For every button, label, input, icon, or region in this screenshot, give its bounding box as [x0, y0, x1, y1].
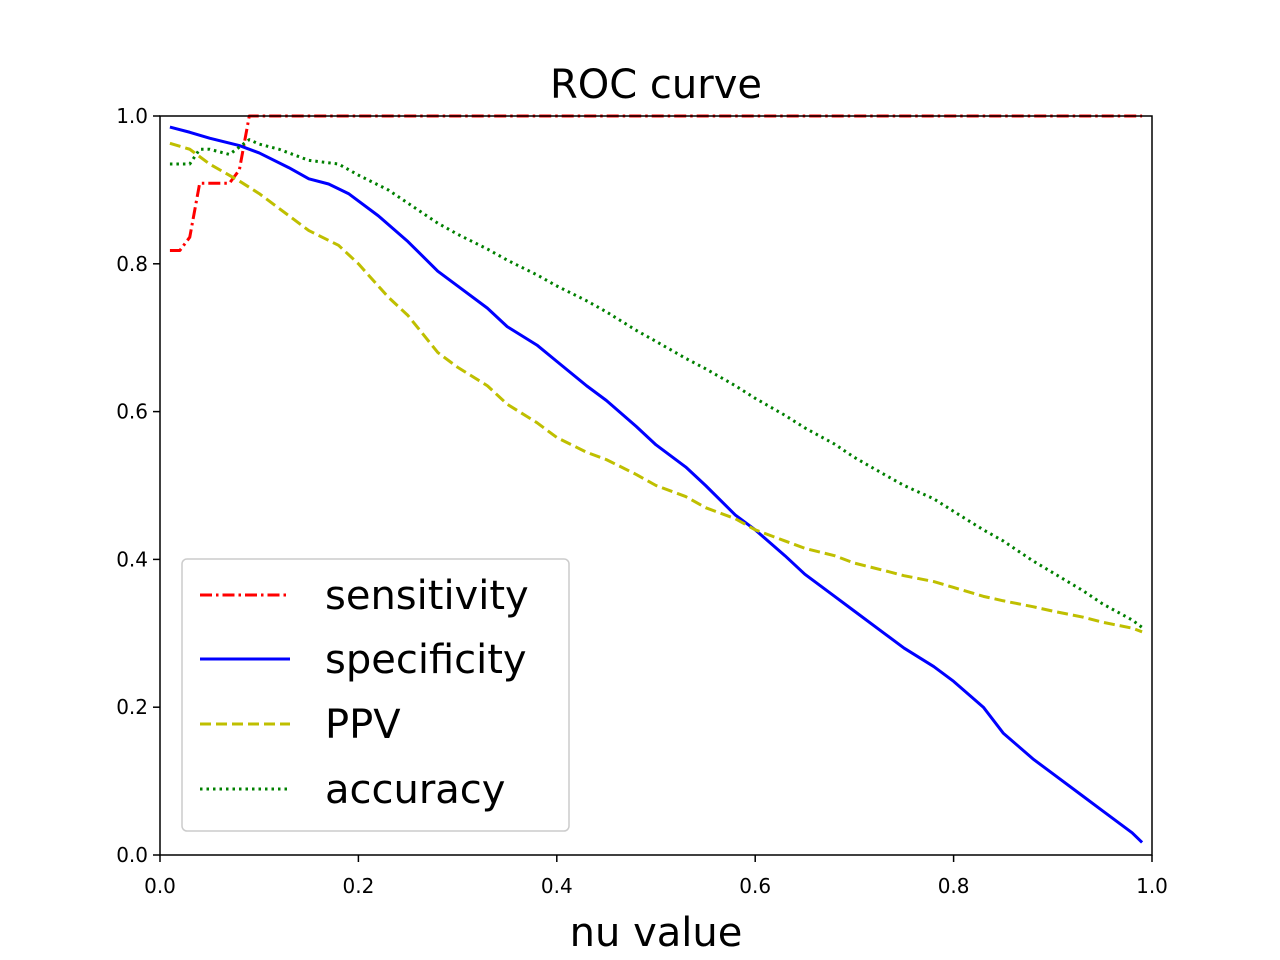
legend-label-accuracy: accuracy	[325, 767, 505, 813]
y-tick-label: 0.2	[116, 695, 148, 719]
x-tick-label: 0.0	[144, 874, 176, 898]
x-tick-label: 0.2	[342, 874, 374, 898]
legend-box	[181, 558, 570, 832]
series-layer	[169, 114, 1144, 844]
x-tick-label: 0.6	[739, 874, 771, 898]
y-tick-label: 0.8	[116, 252, 148, 276]
y-tick-label: 0.6	[116, 400, 148, 424]
legend: sensitivity specificity PPV accuracy	[181, 558, 570, 832]
series-line-ppv	[169, 141, 1143, 634]
x-axis-ticks: 0.0 0.2 0.4 0.6 0.8 1.0	[144, 855, 1168, 898]
legend-label-specificity: specificity	[325, 637, 527, 683]
y-axis-ticks: 0.0 0.2 0.4 0.6 0.8 1.0	[116, 104, 160, 867]
plot-area-frame	[159, 115, 1153, 856]
legend-label-sensitivity: sensitivity	[325, 573, 529, 619]
y-tick-label: 1.0	[116, 104, 148, 128]
x-tick-label: 0.8	[938, 874, 970, 898]
chart-title: ROC curve	[550, 62, 762, 108]
x-tick-label: 0.4	[541, 874, 573, 898]
x-tick-label: 1.0	[1136, 874, 1168, 898]
y-tick-label: 0.0	[116, 843, 148, 867]
x-axis-label: nu value	[570, 910, 743, 956]
legend-label-ppv: PPV	[325, 702, 401, 748]
series-line-specificity	[169, 125, 1144, 844]
y-tick-label: 0.4	[116, 547, 148, 571]
